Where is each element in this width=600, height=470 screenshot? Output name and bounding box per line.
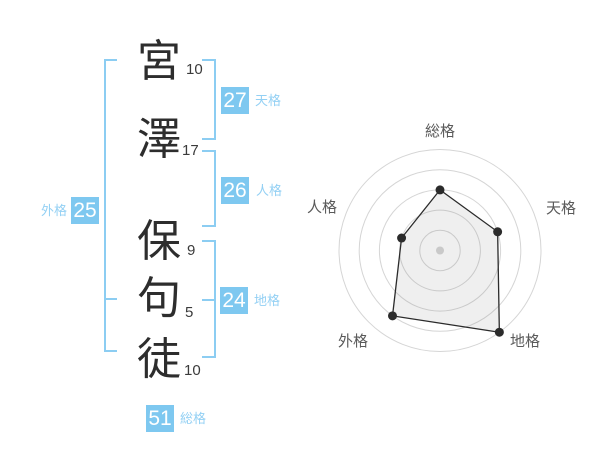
gaikaku-bracket-tick-bottom xyxy=(104,350,117,352)
gaikaku-badge: 25 xyxy=(71,197,99,224)
chikaku-bracket-tick-mid xyxy=(202,299,216,301)
jinkaku-bracket-tick-top xyxy=(202,150,216,152)
name-char-4: 句 xyxy=(137,274,181,323)
gaikaku-bracket xyxy=(104,59,106,352)
fortune-radar-chart: 総格 天格 地格 外格 人格 xyxy=(307,123,576,352)
jinkaku-label: 人格 xyxy=(256,183,283,198)
radar-grid-ring xyxy=(338,149,542,352)
stroke-count-3: 9 xyxy=(187,242,196,259)
radar-center-dot xyxy=(436,246,444,255)
tenkaku-bracket xyxy=(214,59,216,140)
stroke-count-5: 10 xyxy=(184,362,201,379)
chikaku-label: 地格 xyxy=(254,293,281,308)
gaikaku-bracket-tick-top xyxy=(104,59,117,61)
radar-grid-ring xyxy=(419,229,461,272)
name-char-1: 宮 xyxy=(137,37,181,86)
name-char-5: 徒 xyxy=(137,335,181,384)
stroke-count-2: 17 xyxy=(182,142,199,159)
radar-grid-ring xyxy=(358,169,522,332)
radar-axis-label-soukaku: 総格 xyxy=(425,123,455,140)
radar-axis-label-jinkaku: 人格 xyxy=(307,199,337,216)
name-char-3: 保 xyxy=(137,217,181,266)
radar-data-point xyxy=(397,233,407,243)
tenkaku-badge: 27 xyxy=(221,87,249,114)
tenkaku-bracket-tick-top xyxy=(202,59,216,61)
radar-data-point xyxy=(435,185,445,195)
radar-data-point xyxy=(494,327,504,337)
jinkaku-bracket xyxy=(214,150,216,227)
radar-axis-label-chikaku: 地格 xyxy=(510,333,540,350)
stroke-count-4: 5 xyxy=(185,304,194,321)
jinkaku-bracket-tick-bottom xyxy=(202,225,216,227)
name-char-2: 澤 xyxy=(137,115,181,164)
jinkaku-badge: 26 xyxy=(221,177,249,204)
radar-data-point xyxy=(493,227,503,237)
radar-data-point xyxy=(388,311,398,321)
radar-axis-label-tenkaku: 天格 xyxy=(546,200,576,217)
gaikaku-label: 外格 xyxy=(41,203,68,218)
radar-axis-label-gaikaku: 外格 xyxy=(338,333,368,350)
tenkaku-bracket-tick-bottom xyxy=(202,138,216,140)
chikaku-bracket-tick-top xyxy=(202,240,216,242)
soukaku-label: 総格 xyxy=(180,411,207,426)
soukaku-badge: 51 xyxy=(146,405,174,432)
stroke-count-1: 10 xyxy=(186,61,203,78)
gaikaku-bracket-tick-mid xyxy=(104,298,117,300)
chikaku-bracket-tick-bottom xyxy=(202,356,216,358)
chikaku-badge: 24 xyxy=(220,287,248,314)
radar-polygon xyxy=(391,189,501,333)
tenkaku-label: 天格 xyxy=(255,93,282,108)
radar-plot-area xyxy=(338,149,542,352)
